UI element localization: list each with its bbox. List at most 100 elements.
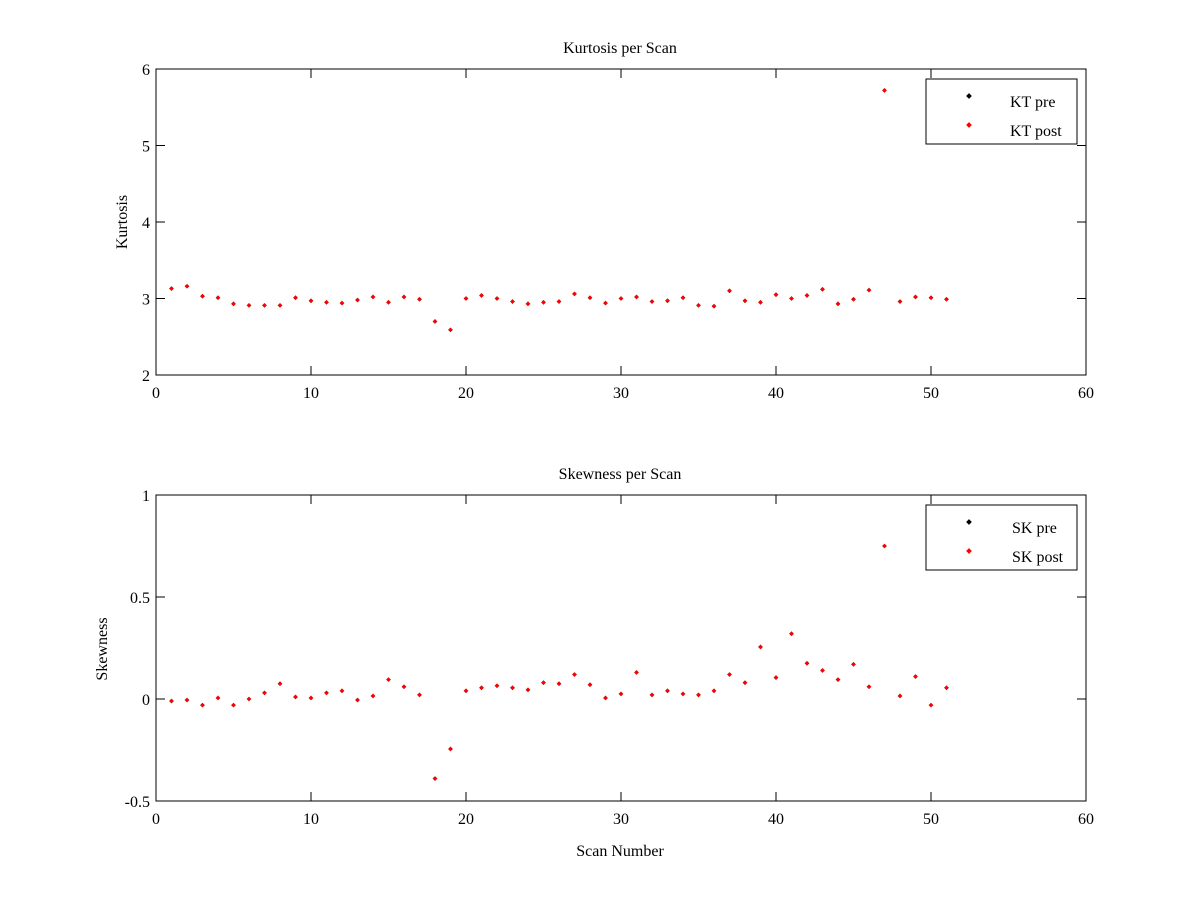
- skewness-point-post: [184, 697, 190, 703]
- skewness-point-post: [587, 682, 593, 688]
- skewness-point-post: [432, 776, 438, 781]
- legend-label-sk-post: SK post: [1012, 549, 1064, 566]
- kurtosis-point-post: [773, 292, 779, 297]
- kurtosis-x-tick-label: 10: [303, 385, 319, 402]
- kurtosis-point-post: [835, 301, 841, 307]
- kurtosis-point-post: [556, 299, 562, 304]
- skewness-point-post: [680, 691, 686, 697]
- skewness-point-post: [711, 688, 717, 694]
- kurtosis-point-post: [386, 300, 391, 305]
- kurtosis-point-post: [696, 303, 701, 308]
- kurtosis-point-post: [448, 327, 453, 333]
- skewness-point-post: [200, 702, 205, 708]
- skewness-y-tick-label: -0.5: [125, 794, 150, 811]
- kurtosis-y-tick-label: 4: [142, 215, 150, 232]
- kurtosis-x-tick-label: 20: [458, 385, 474, 402]
- legend-marker-kt-post: [966, 122, 972, 128]
- skewness-legend-box: [925, 504, 1078, 571]
- kurtosis-point-post: [928, 295, 934, 301]
- kurtosis-y-tick-label: 6: [142, 62, 150, 79]
- kurtosis-point-post: [293, 295, 298, 301]
- kurtosis-point-post: [184, 283, 190, 289]
- kurtosis-point-post: [541, 300, 546, 305]
- kurtosis-point-post: [308, 298, 314, 304]
- skewness-point-post: [262, 690, 267, 696]
- skewness-point-post: [851, 662, 856, 667]
- skewness-point-post: [293, 694, 298, 700]
- skewness-point-post: [835, 677, 841, 682]
- skewness-y-axis-label: Skewness: [94, 617, 111, 680]
- kurtosis-point-post: [215, 295, 221, 301]
- skewness-point-post: [355, 697, 360, 703]
- kurtosis-y-axis-label: Kurtosis: [114, 195, 131, 249]
- kurtosis-ticks: 0 10 20 30 40 50 60 2 3 4 5 6: [142, 62, 1094, 402]
- legend-marker-sk-pre: [966, 519, 972, 525]
- skewness-point-post: [169, 698, 174, 704]
- kurtosis-point-post: [758, 300, 763, 305]
- skewness-point-post: [525, 687, 531, 693]
- skewness-x-tick-label: 0: [152, 811, 160, 828]
- kurtosis-point-post: [277, 303, 283, 308]
- skewness-point-post: [649, 692, 655, 698]
- skewness-point-post: [665, 688, 670, 694]
- skewness-point-post: [324, 690, 329, 696]
- skewness-point-post: [758, 644, 763, 650]
- skewness-point-post: [246, 696, 252, 702]
- skewness-x-tick-label: 20: [458, 811, 474, 828]
- kurtosis-point-post: [417, 296, 422, 302]
- kurtosis-legend-box: [925, 78, 1078, 145]
- kurtosis-points: [169, 88, 949, 333]
- kurtosis-point-post: [820, 287, 825, 292]
- kurtosis-x-tick-label: 0: [152, 385, 160, 402]
- legend-label-sk-pre: SK pre: [1012, 520, 1057, 537]
- skewness-chart-title: Skewness per Scan: [559, 466, 682, 483]
- kurtosis-y-tick-label: 2: [142, 368, 150, 385]
- skewness-point-post: [603, 695, 608, 701]
- skewness-points: [169, 543, 949, 781]
- skewness-axes-frame: [155, 494, 1087, 802]
- skewness-point-post: [215, 695, 221, 701]
- skewness-point-post: [944, 685, 949, 691]
- legend-marker-kt-pre: [966, 93, 972, 99]
- skewness-point-post: [277, 681, 283, 686]
- skewness-point-post: [401, 684, 407, 690]
- skewness-point-post: [370, 693, 376, 699]
- skewness-point-post: [463, 688, 469, 694]
- skewness-legend: SK pre SK post: [925, 504, 1078, 571]
- skewness-x-axis-label: Scan Number: [576, 843, 664, 860]
- kurtosis-x-tick-label: 50: [923, 385, 939, 402]
- skewness-panel: Skewness per Scan Skewness Scan Number 0…: [94, 466, 1094, 860]
- skewness-point-post: [913, 674, 918, 679]
- kurtosis-point-post: [882, 88, 887, 93]
- kurtosis-x-tick-label: 30: [613, 385, 629, 402]
- skewness-point-post: [742, 680, 748, 685]
- kurtosis-point-post: [913, 294, 918, 300]
- kurtosis-point-post: [897, 299, 903, 304]
- skewness-x-tick-label: 40: [768, 811, 784, 828]
- kurtosis-point-post: [789, 296, 794, 301]
- kurtosis-point-post: [169, 286, 174, 291]
- kurtosis-point-post: [494, 296, 500, 301]
- skewness-point-post: [448, 746, 453, 752]
- legend-label-kt-post: KT post: [1010, 123, 1062, 140]
- kurtosis-point-post: [634, 294, 639, 300]
- legend-label-kt-pre: KT pre: [1010, 94, 1055, 111]
- kurtosis-y-tick-label: 5: [142, 139, 150, 156]
- skewness-x-tick-label: 50: [923, 811, 939, 828]
- kurtosis-point-post: [727, 288, 732, 294]
- skewness-point-post: [882, 543, 887, 549]
- kurtosis-point-post: [680, 295, 686, 301]
- skewness-x-tick-label: 60: [1078, 811, 1094, 828]
- skewness-point-post: [339, 688, 345, 694]
- skewness-point-post: [308, 695, 314, 701]
- kurtosis-point-post: [355, 297, 360, 303]
- kurtosis-y-tick-label: 3: [142, 292, 150, 309]
- kurtosis-point-post: [665, 298, 670, 304]
- skewness-point-post: [820, 668, 825, 673]
- kurtosis-point-post: [711, 303, 717, 309]
- skewness-point-post: [804, 661, 810, 666]
- kurtosis-point-post: [200, 293, 205, 299]
- skewness-y-tick-label: 0: [142, 692, 150, 709]
